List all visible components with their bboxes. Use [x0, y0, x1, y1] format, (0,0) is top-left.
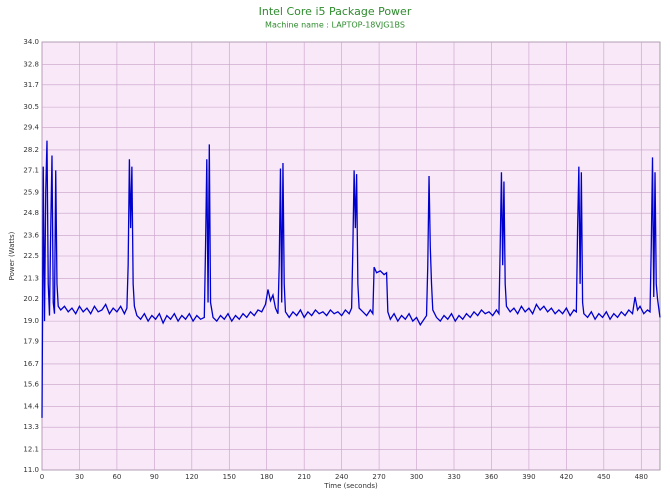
x-tick-label: 180	[260, 473, 273, 481]
x-tick-label: 420	[560, 473, 573, 481]
chart-subtitle: Machine name : LAPTOP-18VJG1BS	[265, 21, 405, 30]
x-tick-label: 60	[112, 473, 121, 481]
chart-title: Intel Core i5 Package Power	[259, 5, 412, 18]
x-tick-label: 390	[522, 473, 535, 481]
y-tick-label: 14.4	[23, 403, 39, 411]
y-tick-label: 23.6	[23, 232, 39, 240]
x-tick-label: 30	[75, 473, 84, 481]
y-tick-label: 17.9	[23, 338, 39, 346]
y-tick-label: 32.8	[23, 60, 39, 68]
y-tick-label: 19.0	[23, 317, 39, 325]
x-axis-label: Time (seconds)	[323, 482, 378, 490]
y-tick-label: 22.5	[23, 252, 39, 260]
x-tick-label: 360	[485, 473, 498, 481]
x-tick-label: 450	[597, 473, 610, 481]
x-tick-label: 330	[447, 473, 460, 481]
y-tick-label: 29.4	[23, 124, 39, 132]
x-tick-label: 480	[635, 473, 648, 481]
y-tick-label: 27.1	[23, 166, 39, 174]
y-tick-label: 25.9	[23, 189, 39, 197]
y-tick-label: 34.0	[23, 38, 39, 46]
x-tick-label: 150	[223, 473, 236, 481]
x-tick-label: 300	[410, 473, 423, 481]
y-tick-label: 15.6	[23, 380, 39, 388]
y-tick-label: 13.3	[23, 423, 39, 431]
x-tick-label: 270	[372, 473, 385, 481]
x-tick-label: 90	[150, 473, 159, 481]
y-axis-label: Power (Watts)	[8, 231, 16, 280]
y-tick-label: 31.7	[23, 81, 39, 89]
y-tick-label: 12.1	[23, 446, 39, 454]
y-tick-label: 16.7	[23, 360, 39, 368]
y-tick-label: 30.5	[23, 103, 39, 111]
x-tick-label: 120	[185, 473, 198, 481]
x-tick-label: 210	[297, 473, 310, 481]
y-tick-label: 20.2	[23, 295, 39, 303]
data-line	[41, 140, 661, 418]
y-tick-label: 21.3	[23, 274, 39, 282]
y-tick-label: 28.2	[23, 146, 39, 154]
x-tick-label: 240	[335, 473, 348, 481]
y-tick-label: 24.8	[23, 209, 39, 217]
x-tick-label: 0	[40, 473, 44, 481]
y-tick-label: 11.0	[23, 466, 39, 474]
